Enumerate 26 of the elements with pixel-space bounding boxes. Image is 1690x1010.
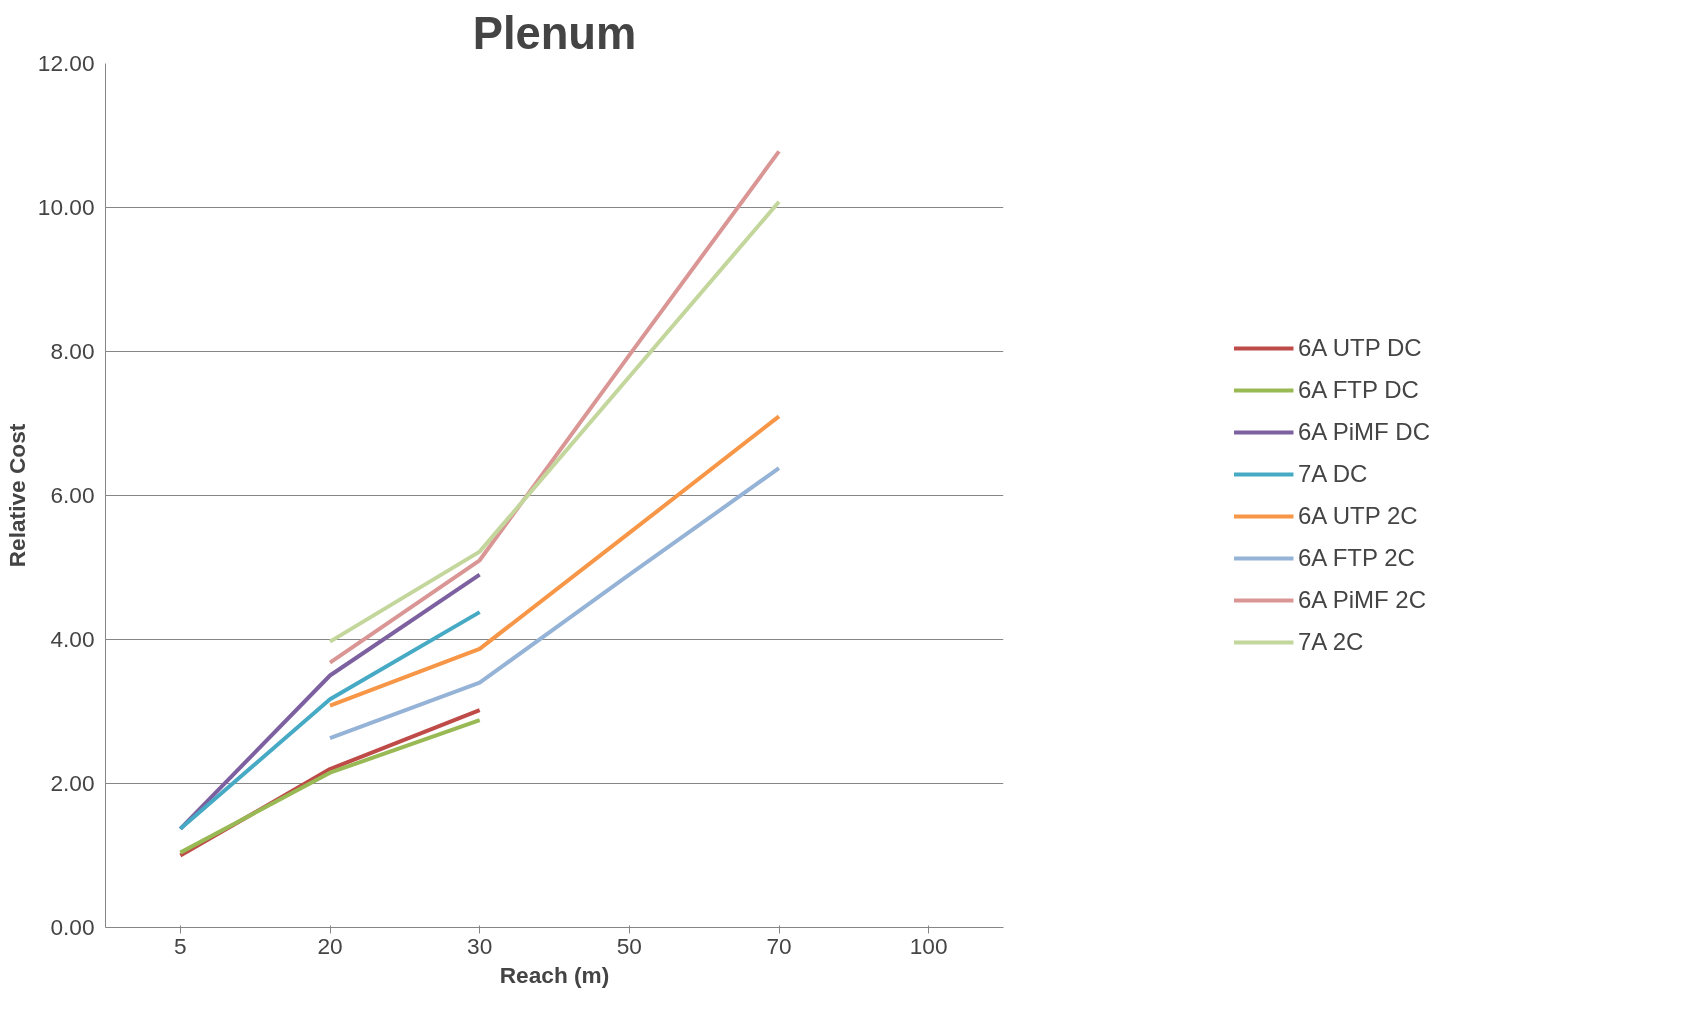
y-tick-label: 4.00 — [50, 626, 95, 652]
y-tick-label: 2.00 — [50, 770, 95, 796]
x-tick-label: 70 — [766, 932, 792, 959]
line-series — [328, 414, 781, 708]
legend-label: 6A PiMF DC — [1297, 418, 1431, 446]
y-tick-label: 12.00 — [37, 50, 95, 76]
legend-label: 6A FTP DC — [1297, 376, 1419, 404]
legend-label: 7A 2C — [1297, 628, 1364, 656]
y-tick-label: 0.00 — [50, 914, 95, 940]
x-tick-label: 30 — [467, 932, 493, 959]
x-tick-label: 100 — [909, 932, 948, 959]
legend-label: 6A UTP 2C — [1297, 502, 1418, 530]
x-tick-label: 20 — [317, 932, 343, 959]
x-axis-title: Reach (m) — [499, 961, 610, 988]
line-series — [328, 466, 781, 741]
y-tick-label: 8.00 — [50, 338, 95, 364]
x-tick-label: 50 — [616, 932, 642, 959]
x-tick-label: 5 — [174, 932, 187, 959]
legend-label: 6A FTP 2C — [1297, 544, 1415, 572]
chart-title: Plenum — [472, 7, 637, 59]
legend-label: 6A PiMF 2C — [1297, 586, 1427, 614]
legend-label: 7A DC — [1297, 460, 1368, 488]
y-axis-title: Relative Cost — [3, 423, 30, 568]
legend-label: 6A UTP DC — [1297, 334, 1422, 362]
y-tick-label: 10.00 — [37, 194, 95, 220]
y-tick-label: 6.00 — [50, 482, 95, 508]
